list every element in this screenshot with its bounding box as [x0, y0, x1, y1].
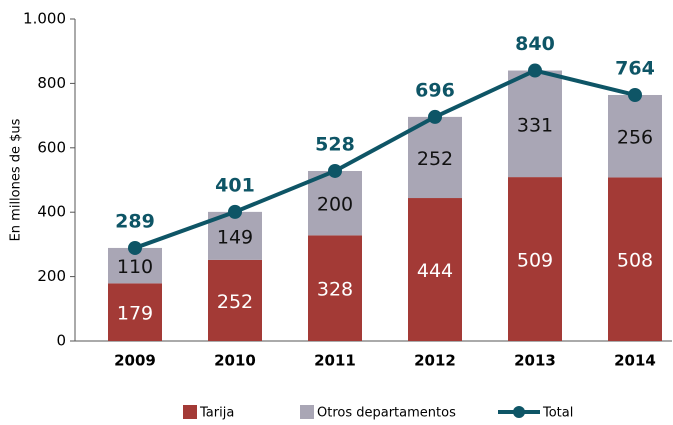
bar-value-label: 179	[117, 303, 153, 325]
y-axis-label: En millones de $us	[9, 118, 24, 241]
legend-swatch	[300, 405, 314, 419]
bar-segment	[308, 235, 362, 341]
bar-value-label: 252	[417, 148, 453, 170]
legend-label: Total	[542, 406, 573, 421]
total-point	[328, 163, 342, 178]
total-value-label: 401	[215, 174, 255, 196]
y-tick-label: 800	[37, 74, 66, 92]
bar-segment	[408, 116, 462, 199]
bar-value-label: 256	[617, 127, 653, 149]
y-tick-label: 200	[37, 267, 66, 285]
bar-value-label: 252	[217, 291, 253, 313]
x-tick-label: 2010	[214, 352, 256, 370]
bar-segment	[508, 177, 562, 341]
total-point	[228, 204, 242, 219]
x-tick-label: 2012	[414, 352, 456, 370]
total-value-label: 764	[615, 57, 655, 79]
bar-value-label: 331	[517, 114, 553, 136]
y-tick-label: 400	[37, 203, 66, 221]
total-point	[528, 63, 542, 78]
y-tick-label: 0	[56, 332, 66, 350]
bar-value-label: 110	[117, 256, 153, 278]
bar-segment	[108, 283, 162, 341]
legend-label: Otros departamentos	[317, 406, 456, 421]
x-tick-label: 2009	[114, 352, 156, 370]
bar-segment	[608, 94, 662, 178]
bar-segment	[508, 70, 562, 178]
bar-value-label: 149	[217, 226, 253, 248]
bar-segment	[208, 259, 262, 341]
x-tick-label: 2013	[514, 352, 556, 370]
x-tick-label: 2014	[614, 352, 656, 370]
bar-segment	[608, 177, 662, 341]
legend-label: Tarija	[199, 406, 234, 421]
bar-value-label: 200	[317, 194, 353, 216]
total-point	[128, 240, 142, 255]
bar-value-label: 508	[617, 250, 653, 272]
bar-value-label: 444	[417, 260, 453, 282]
bar-value-label: 328	[317, 279, 353, 301]
bar-value-label: 509	[517, 250, 553, 272]
bar-segment	[408, 198, 462, 341]
total-value-label: 289	[115, 210, 155, 232]
total-point	[428, 109, 442, 124]
x-tick-label: 2011	[314, 352, 356, 370]
total-value-label: 528	[315, 133, 355, 155]
y-tick-label: 1.000	[23, 10, 66, 28]
legend-swatch	[183, 405, 197, 419]
bar-segment	[308, 170, 362, 236]
legend-swatch	[513, 406, 525, 418]
total-value-label: 696	[415, 79, 455, 101]
total-point	[628, 87, 642, 102]
y-tick-label: 600	[37, 138, 66, 156]
total-value-label: 840	[515, 33, 555, 55]
total-line	[134, 68, 636, 250]
